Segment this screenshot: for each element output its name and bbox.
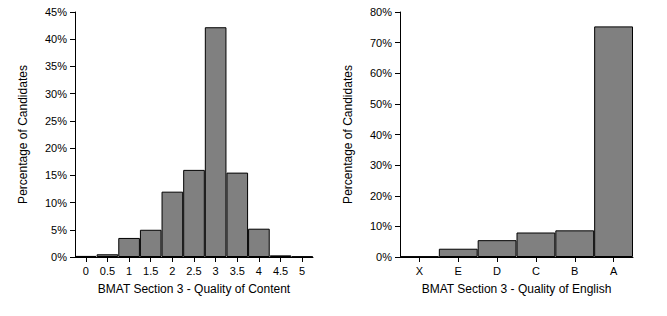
svg-text:30%: 30%	[45, 88, 67, 100]
svg-text:35%: 35%	[45, 60, 67, 72]
svg-text:0.5: 0.5	[100, 265, 115, 277]
svg-text:5: 5	[299, 265, 305, 277]
svg-text:40%: 40%	[370, 129, 392, 141]
svg-text:0%: 0%	[376, 251, 392, 263]
svg-text:0: 0	[83, 265, 89, 277]
svg-text:1: 1	[126, 265, 132, 277]
svg-text:15%: 15%	[45, 169, 67, 181]
svg-text:25%: 25%	[45, 115, 67, 127]
svg-text:Percentage of Candidates: Percentage of Candidates	[16, 65, 30, 204]
svg-text:2.5: 2.5	[186, 265, 201, 277]
svg-text:70%: 70%	[370, 37, 392, 49]
svg-text:60%: 60%	[370, 67, 392, 79]
svg-text:3: 3	[213, 265, 219, 277]
svg-text:10%: 10%	[45, 197, 67, 209]
svg-text:20%: 20%	[45, 142, 67, 154]
svg-text:D: D	[493, 265, 501, 277]
svg-text:BMAT Section 3 - Quality of Co: BMAT Section 3 - Quality of Content	[98, 282, 291, 296]
svg-text:Percentage of Candidates: Percentage of Candidates	[341, 65, 355, 204]
svg-text:4: 4	[256, 265, 262, 277]
svg-text:50%: 50%	[370, 98, 392, 110]
svg-text:B: B	[571, 265, 578, 277]
svg-text:1.5: 1.5	[143, 265, 158, 277]
svg-text:C: C	[532, 265, 540, 277]
svg-text:BMAT Section 3 - Quality of En: BMAT Section 3 - Quality of English	[422, 282, 612, 296]
svg-text:2: 2	[169, 265, 175, 277]
svg-text:10%: 10%	[370, 220, 392, 232]
svg-text:45%: 45%	[45, 6, 67, 18]
svg-text:X: X	[416, 265, 424, 277]
svg-text:3.5: 3.5	[230, 265, 245, 277]
svg-text:5%: 5%	[51, 224, 67, 236]
svg-text:30%: 30%	[370, 159, 392, 171]
svg-text:40%: 40%	[45, 33, 67, 45]
svg-text:4.5: 4.5	[273, 265, 288, 277]
svg-text:A: A	[610, 265, 618, 277]
svg-text:0%: 0%	[51, 251, 67, 263]
svg-text:E: E	[455, 265, 462, 277]
svg-text:20%: 20%	[370, 190, 392, 202]
svg-text:80%: 80%	[370, 6, 392, 18]
